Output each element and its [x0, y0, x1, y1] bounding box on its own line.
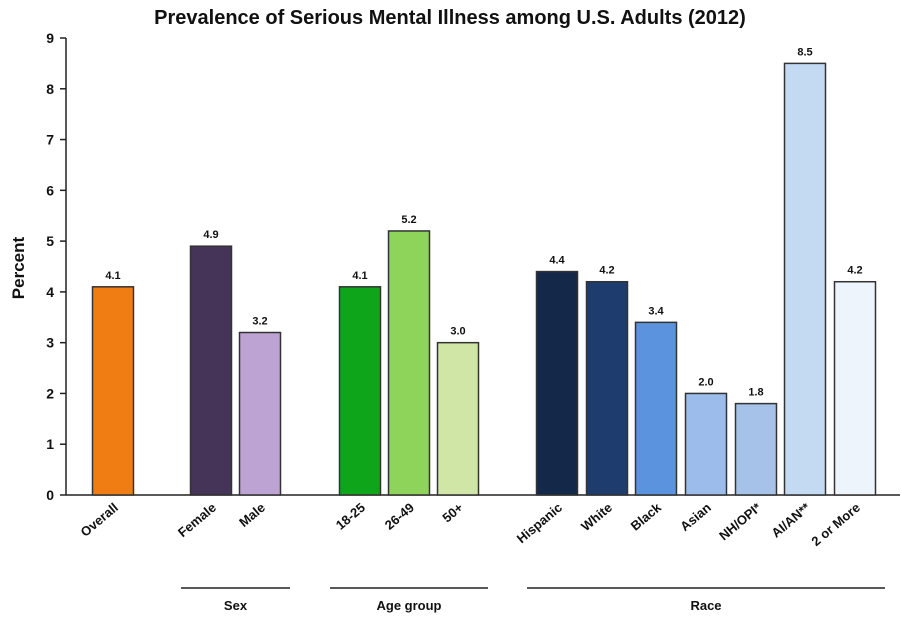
group-label: Sex	[224, 598, 248, 613]
bar	[189, 245, 233, 496]
chart-title: Prevalence of Serious Mental Illness amo…	[154, 7, 746, 29]
x-tick-label: 26-49	[382, 500, 417, 533]
data-label: 4.2	[599, 265, 614, 277]
x-tick-label: 18-25	[333, 500, 368, 533]
x-tick-label: Asian	[677, 500, 714, 534]
y-axis-label: Percent	[9, 236, 28, 299]
data-label: 3.4	[648, 305, 664, 317]
bar	[634, 321, 678, 496]
bar	[387, 230, 431, 496]
x-tick-label: 2 or More	[808, 500, 862, 549]
data-labels: 4.1 4.9 3.2 4.1 5.2 3.0 4.4 4.2 3.4 2.0 1.8 8.5 4.2	[105, 46, 862, 398]
bar	[783, 62, 827, 496]
y-tick-label: 9	[46, 30, 54, 46]
x-tick-label: Overall	[78, 500, 121, 540]
y-tick-label: 0	[46, 487, 54, 503]
data-label: 3.2	[252, 316, 267, 328]
y-tick-label: 8	[46, 81, 54, 97]
x-tick-label: Hispanic	[514, 500, 565, 546]
data-label: 4.2	[847, 265, 862, 277]
data-label: 4.1	[105, 270, 120, 282]
group-label: Age group	[377, 598, 442, 613]
bar	[833, 280, 877, 496]
bar	[585, 280, 629, 496]
data-label: 4.1	[352, 270, 367, 282]
x-tick-label: Black	[628, 499, 665, 533]
y-tick-label: 7	[46, 132, 54, 148]
bar	[436, 341, 480, 496]
data-label: 1.8	[748, 387, 763, 399]
data-label: 8.5	[797, 46, 812, 58]
y-tick-label: 2	[46, 385, 54, 401]
y-tick-label: 1	[46, 436, 54, 452]
bars	[91, 62, 877, 496]
data-label: 2.0	[698, 376, 713, 388]
x-tick-labels: Overall Female Male 18-25 26-49 50+ Hispanic Wh…	[78, 499, 863, 549]
bar	[338, 286, 382, 496]
x-tick-label: 50+	[439, 500, 466, 526]
bar	[91, 286, 135, 496]
x-tick-label: Male	[236, 500, 268, 530]
x-tick-label: Female	[175, 500, 219, 540]
data-label: 4.4	[549, 255, 565, 267]
group-label: Race	[690, 598, 721, 613]
bar	[535, 270, 579, 496]
data-label: 4.9	[203, 229, 218, 241]
bar	[684, 392, 728, 496]
y-tick-label: 3	[46, 335, 54, 351]
group-labels: Sex Age group Race	[181, 587, 885, 613]
y-tick-label: 6	[46, 182, 54, 198]
x-tick-label: AI/AN**	[768, 499, 813, 540]
x-tick-label: NH/OPI*	[716, 499, 765, 543]
y-tick-label: 5	[46, 233, 54, 249]
x-tick-label: White	[578, 500, 615, 534]
y-tick-label: 4	[46, 284, 54, 300]
data-label: 3.0	[450, 326, 465, 338]
bar	[238, 331, 282, 496]
bar	[734, 402, 778, 496]
data-label: 5.2	[401, 214, 416, 226]
y-axis: 0 1 2 3 4 5 6 7 8 9	[46, 30, 67, 503]
